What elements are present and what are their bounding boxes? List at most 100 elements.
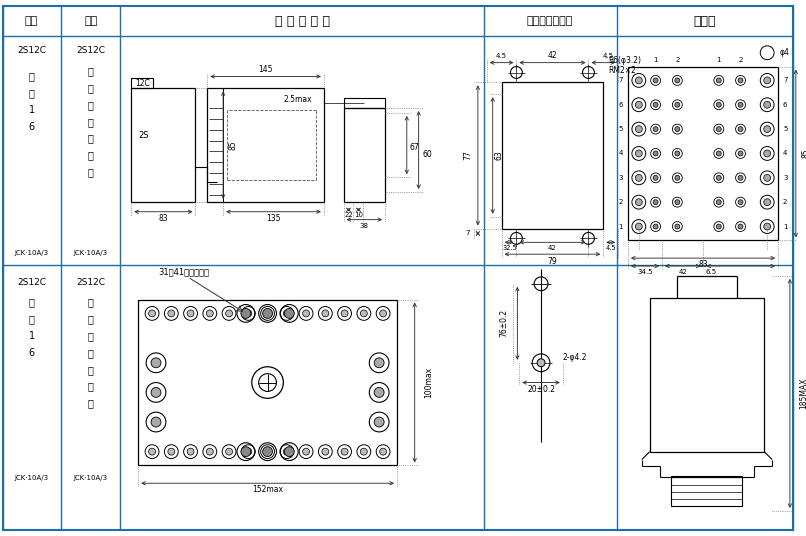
Circle shape [302, 448, 310, 455]
Circle shape [738, 126, 743, 131]
Text: 2S: 2S [138, 131, 148, 140]
Text: 1: 1 [28, 331, 35, 341]
Circle shape [675, 102, 679, 107]
Circle shape [285, 309, 294, 318]
Text: 图号: 图号 [25, 16, 38, 26]
Bar [343, 108, 385, 202]
Text: B6(φ3.2): B6(φ3.2) [609, 56, 642, 65]
Text: JCK·10A/3: JCK·10A/3 [74, 475, 108, 481]
Text: 10: 10 [354, 212, 363, 218]
Text: 185MAX: 185MAX [800, 378, 806, 409]
Text: 42: 42 [679, 269, 688, 275]
Text: 3: 3 [618, 175, 623, 181]
Circle shape [635, 77, 642, 84]
Circle shape [264, 310, 271, 317]
Circle shape [148, 448, 156, 455]
Circle shape [263, 446, 272, 457]
Text: 1: 1 [717, 57, 721, 63]
Text: 2: 2 [619, 199, 623, 205]
Text: 6: 6 [28, 122, 35, 132]
Circle shape [675, 200, 679, 205]
Circle shape [187, 448, 194, 455]
Circle shape [717, 102, 721, 107]
Text: 135: 135 [266, 214, 280, 223]
Circle shape [717, 175, 721, 180]
Text: 3: 3 [783, 175, 787, 181]
Text: 线: 线 [88, 167, 93, 177]
Circle shape [653, 78, 658, 83]
Text: 6: 6 [783, 102, 787, 108]
Text: 4.5: 4.5 [603, 53, 613, 59]
Circle shape [653, 151, 658, 156]
Text: JCK·10A/3: JCK·10A/3 [15, 250, 48, 256]
Circle shape [675, 224, 679, 229]
Circle shape [738, 102, 743, 107]
Circle shape [764, 223, 771, 230]
Text: φ4: φ4 [780, 48, 790, 57]
Circle shape [764, 101, 771, 108]
Text: 77: 77 [463, 151, 472, 160]
Bar [207, 88, 324, 202]
Bar [131, 78, 153, 88]
Circle shape [635, 223, 642, 230]
Circle shape [380, 310, 387, 317]
Circle shape [653, 224, 658, 229]
Text: 2: 2 [675, 57, 679, 63]
Text: 100max: 100max [424, 367, 433, 398]
Circle shape [738, 78, 743, 83]
Text: 4.5: 4.5 [496, 53, 507, 59]
Circle shape [148, 310, 156, 317]
Circle shape [635, 174, 642, 181]
Text: 2S12C: 2S12C [77, 278, 106, 287]
Circle shape [151, 417, 161, 427]
Text: 60: 60 [422, 151, 432, 159]
Text: 附: 附 [29, 297, 35, 308]
Circle shape [263, 309, 272, 318]
Text: 145: 145 [259, 65, 273, 74]
Text: 42: 42 [547, 51, 557, 60]
Text: 5: 5 [619, 126, 623, 132]
Bar [671, 477, 742, 506]
Circle shape [374, 417, 384, 427]
Circle shape [738, 175, 743, 180]
Text: 6: 6 [28, 348, 35, 358]
Circle shape [241, 309, 251, 318]
Text: 76±0.2: 76±0.2 [499, 309, 508, 337]
Circle shape [653, 102, 658, 107]
Text: 4: 4 [783, 151, 787, 157]
Circle shape [717, 151, 721, 156]
Bar [343, 98, 385, 108]
Circle shape [284, 310, 290, 317]
Circle shape [764, 150, 771, 157]
Circle shape [653, 126, 658, 131]
Circle shape [635, 125, 642, 132]
Circle shape [168, 448, 175, 455]
Circle shape [341, 310, 348, 317]
Text: 式: 式 [88, 331, 93, 341]
Circle shape [226, 448, 232, 455]
Text: 凸: 凸 [88, 297, 93, 308]
Circle shape [717, 224, 721, 229]
Circle shape [675, 78, 679, 83]
Bar [139, 300, 397, 465]
Text: 图: 图 [29, 314, 35, 324]
Text: 前: 前 [88, 364, 93, 375]
Text: 出: 出 [88, 314, 93, 324]
Circle shape [537, 359, 545, 367]
Text: 2: 2 [783, 199, 787, 205]
Circle shape [764, 199, 771, 206]
Circle shape [717, 200, 721, 205]
Text: 接: 接 [88, 382, 93, 391]
Circle shape [241, 446, 251, 457]
Circle shape [635, 150, 642, 157]
Text: 38: 38 [359, 222, 369, 228]
Text: 152max: 152max [252, 485, 283, 494]
Circle shape [764, 125, 771, 132]
Circle shape [738, 224, 743, 229]
Text: 1: 1 [618, 224, 623, 229]
Text: 34.5: 34.5 [637, 269, 653, 275]
Text: 4: 4 [619, 151, 623, 157]
Text: 7: 7 [618, 77, 623, 84]
Text: 端子图: 端子图 [694, 14, 717, 28]
Circle shape [206, 310, 214, 317]
